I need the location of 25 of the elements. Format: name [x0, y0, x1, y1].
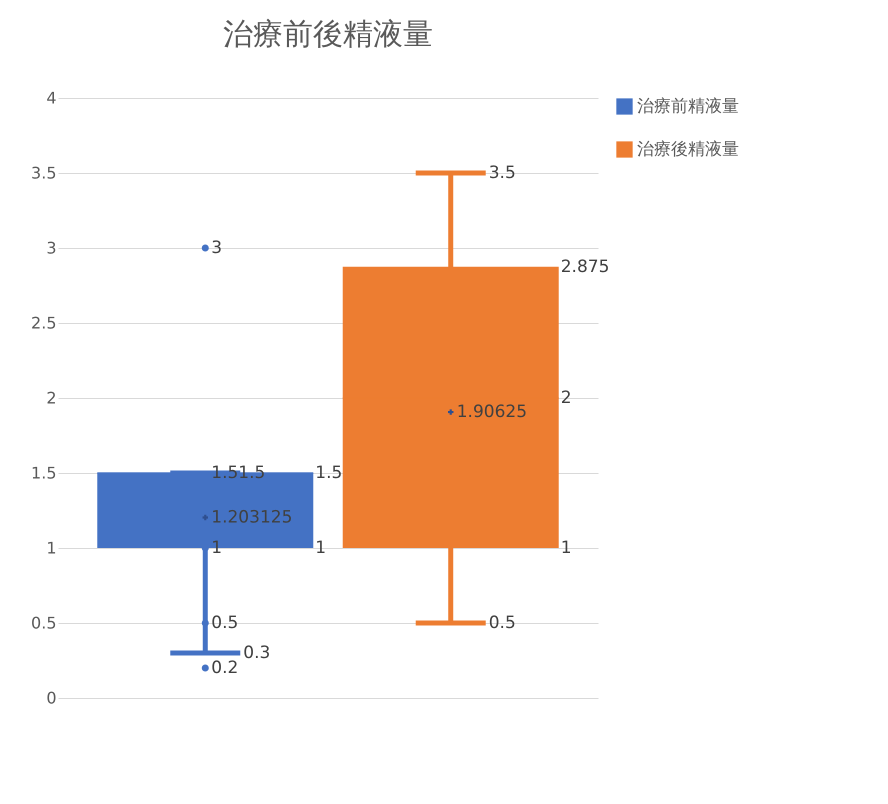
annotation: 3.5	[488, 163, 516, 183]
y-tick-label: 3.5	[31, 164, 56, 182]
chart-title: 治療前後精液量	[223, 17, 433, 52]
y-tick-label: 4	[46, 88, 56, 108]
y-tick-label: 0.5	[31, 614, 56, 632]
annotation: 3	[211, 238, 222, 258]
annotation: 1.5	[315, 463, 342, 483]
annotation: 1.90625	[456, 402, 528, 422]
legend-label: 治療前精液量	[637, 96, 739, 116]
y-tick-label: 1.5	[31, 464, 56, 482]
y-tick-label: 1	[46, 538, 56, 558]
annotation: 2	[560, 388, 572, 408]
y-tick-label: 2	[46, 388, 56, 408]
annotation: 0.3	[243, 643, 270, 663]
annotation: 1	[315, 538, 326, 558]
y-tick-label: 3	[46, 238, 56, 258]
y-tick-label: 0	[46, 688, 56, 708]
annotation: 0.5	[211, 613, 238, 633]
annotation: 2.875	[560, 256, 610, 277]
annotation: 1	[560, 538, 572, 558]
legend-label: 治療後精液量	[637, 140, 739, 160]
annotation: 0.5	[488, 613, 516, 633]
y-tick-label: 2.5	[31, 314, 56, 332]
annotation: 1.203125	[211, 508, 292, 528]
annotation: 0.2	[211, 658, 238, 678]
